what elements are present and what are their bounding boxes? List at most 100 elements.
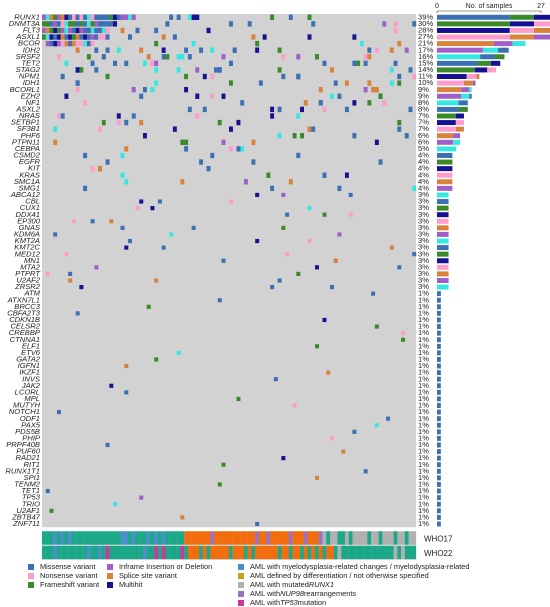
classification-cell [401, 531, 405, 545]
classification-row-label: WHO22 [424, 549, 453, 558]
count-bar [437, 47, 483, 53]
mutation-cell [214, 67, 218, 73]
classification-cell [217, 545, 222, 560]
gene-label: KDM6A [14, 230, 40, 239]
percent-label: 10% [418, 78, 433, 87]
mutation-cell [75, 27, 80, 34]
count-bar [512, 41, 526, 47]
classification-cell [371, 531, 376, 545]
mutation-cell [139, 93, 144, 99]
classification-cell [221, 531, 226, 545]
classification-cell [240, 545, 245, 560]
classification-cell [180, 545, 185, 560]
mutation-cell [71, 14, 76, 20]
count-bar [476, 74, 480, 79]
percent-label: 1% [418, 335, 429, 344]
mutation-cell [318, 86, 323, 93]
mutation-cell [191, 14, 196, 20]
mutation-cell [105, 47, 110, 53]
mutation-cell [105, 442, 110, 448]
mutation-cell [187, 14, 192, 20]
mutation-cell [341, 449, 346, 454]
mutation-cell [210, 47, 215, 53]
percent-label: 1% [418, 394, 429, 403]
classification-cell [378, 531, 383, 545]
classification-cell [42, 531, 46, 545]
classification-cell [288, 545, 293, 560]
mutation-cell [281, 73, 286, 80]
mutation-cell [45, 488, 50, 494]
mutation-cell [374, 423, 379, 428]
classification-cell [71, 545, 76, 560]
classification-cell [116, 545, 121, 560]
mutation-cell [397, 73, 402, 80]
mutation-cell [79, 21, 84, 27]
mutation-cell [217, 482, 222, 487]
mutation-cell [49, 508, 54, 513]
count-bar [474, 67, 488, 73]
classification-cell [161, 531, 166, 545]
mutation-cell [229, 146, 233, 152]
classification-cell [318, 545, 323, 560]
mutation-cell [180, 139, 185, 145]
percent-label: 1% [418, 493, 429, 502]
mutation-cell [128, 34, 132, 40]
classification-cell [79, 545, 84, 560]
gene-label: BCOR [18, 39, 40, 48]
mutation-cell [412, 252, 417, 257]
count-bar [437, 403, 441, 408]
count-bar [437, 488, 441, 494]
legend-label: rearrangements [303, 589, 357, 598]
classification-cell [401, 545, 405, 560]
gene-label: MUTYH [13, 401, 41, 410]
mutation-cell [139, 199, 144, 204]
classification-cell [389, 545, 394, 560]
classification-cell [307, 545, 312, 560]
mutation-cell [113, 502, 118, 507]
mutation-cell [363, 86, 368, 93]
percent-label: 8% [418, 105, 429, 114]
legend-item: Inframe Insertion or Deletion [107, 562, 212, 571]
classification-cell [273, 531, 278, 545]
oncoprint-chart: RUNX1DNMT3AFLT3ASXL1BCORIDH2SRSF2TET2STA… [5, 3, 550, 560]
mutation-cell [53, 21, 58, 27]
classification-cell [217, 531, 222, 545]
gene-label: MPL [24, 394, 40, 403]
mutation-cell [45, 21, 50, 27]
mutation-cell [139, 495, 144, 500]
mutation-cell [240, 100, 245, 106]
classification-cell [311, 545, 316, 560]
classification-cell [333, 545, 338, 560]
percent-label: 3% [418, 203, 429, 212]
gene-label: IKZF1 [19, 368, 40, 377]
mutation-cell [56, 34, 61, 40]
classification-cell [356, 545, 361, 560]
mutation-cell [318, 100, 323, 106]
classification-cell [79, 531, 84, 545]
mutation-cell [53, 232, 58, 237]
percent-label: 4% [418, 164, 429, 173]
mutation-cell [296, 73, 301, 80]
mutation-cell [217, 119, 222, 126]
mutation-cell [352, 34, 357, 40]
mutation-cell [176, 14, 181, 20]
mutation-cell [337, 232, 342, 237]
count-bar [437, 416, 441, 422]
count-bar [437, 495, 441, 501]
gene-label: RIT1 [24, 460, 40, 469]
classification-cell [98, 531, 102, 545]
mutation-cell [337, 185, 342, 192]
mutation-cell [206, 165, 211, 172]
classification-cell [374, 545, 379, 560]
percent-label: 3% [418, 190, 429, 199]
mutation-cell [150, 86, 155, 93]
classification-cell [236, 545, 241, 560]
mutation-cell [363, 469, 368, 474]
legend-label: TP53 [280, 598, 298, 607]
count-bar [493, 41, 513, 47]
classification-cell [157, 545, 162, 560]
mutation-cell [139, 119, 144, 126]
classification-cell [45, 531, 50, 545]
gene-labels: RUNX1DNMT3AFLT3ASXL1BCORIDH2SRSF2TET2STA… [5, 12, 41, 528]
count-bar [437, 356, 441, 362]
